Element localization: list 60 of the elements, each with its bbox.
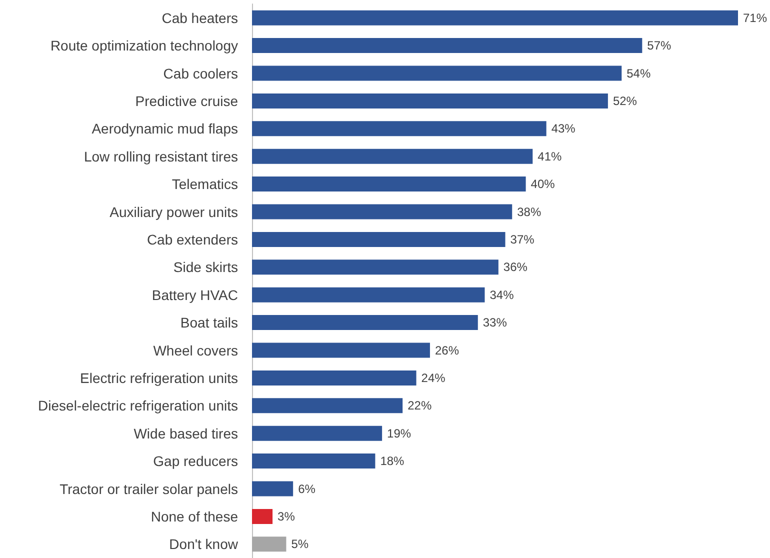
- y-tick-label: Aerodynamic mud flaps: [92, 120, 238, 137]
- y-tick-label: None of these: [150, 508, 238, 524]
- bar: [252, 315, 478, 330]
- bar: [252, 10, 738, 26]
- data-label: 24%: [421, 370, 446, 385]
- data-label: 41%: [538, 149, 562, 164]
- bar: [252, 38, 642, 54]
- data-label: 34%: [490, 288, 514, 302]
- data-label: 52%: [612, 94, 638, 108]
- bar: [252, 204, 512, 220]
- bar: [252, 260, 498, 275]
- data-label: 54%: [626, 66, 651, 80]
- y-tick-label: Route optimization technology: [50, 38, 238, 54]
- data-label: 26%: [434, 343, 460, 358]
- data-label: 37%: [510, 232, 535, 246]
- data-label: 3%: [278, 509, 296, 524]
- data-label: 22%: [408, 398, 432, 413]
- bar: [252, 370, 416, 386]
- data-label: 57%: [647, 38, 672, 53]
- y-tick-label: Wheel covers: [153, 342, 238, 358]
- bar: [252, 508, 273, 524]
- y-tick-label: Cab coolers: [163, 65, 238, 82]
- y-tick-label: Auxiliary power units: [110, 204, 238, 220]
- bar: [252, 481, 294, 496]
- y-tick-label: Cab extenders: [146, 231, 238, 248]
- data-label: 33%: [482, 316, 508, 330]
- bar: [252, 148, 533, 164]
- y-tick-label: Cab heaters: [162, 10, 238, 26]
- data-label: 5%: [291, 537, 309, 552]
- data-label: 40%: [530, 177, 556, 192]
- y-tick-label: Electric refrigeration units: [80, 370, 238, 386]
- bar: [252, 93, 608, 108]
- y-tick-label: Battery HVAC: [152, 286, 238, 303]
- bar: [252, 232, 506, 247]
- bar: [252, 66, 622, 81]
- data-label: 71%: [743, 10, 768, 25]
- bar: [252, 398, 403, 414]
- y-tick-label: Predictive cruise: [135, 92, 238, 109]
- data-label: 19%: [387, 426, 412, 440]
- y-tick-label: Boat tails: [180, 314, 238, 331]
- y-tick-label: Diesel-electric refrigeration units: [38, 398, 238, 414]
- bar: [252, 454, 376, 469]
- data-label: 18%: [380, 454, 405, 468]
- bar: [252, 176, 526, 192]
- bar: [252, 426, 382, 441]
- y-tick-label: Tractor or trailer solar panels: [60, 480, 238, 497]
- y-tick-label: Side skirts: [173, 259, 238, 276]
- y-tick-label: Telematics: [172, 176, 238, 192]
- data-label: 36%: [503, 260, 528, 274]
- y-tick-label: Gap reducers: [153, 453, 238, 470]
- y-tick-label: Wide based tires: [134, 425, 238, 442]
- data-label: 43%: [551, 122, 576, 136]
- data-label: 6%: [298, 482, 316, 496]
- bar: [252, 536, 286, 552]
- y-tick-label: Don't know: [169, 536, 239, 552]
- bar: [252, 342, 430, 358]
- bar: [252, 121, 546, 136]
- y-tick-label: Low rolling resistant tires: [84, 148, 238, 164]
- bar: [252, 287, 485, 302]
- data-label: 38%: [517, 204, 542, 219]
